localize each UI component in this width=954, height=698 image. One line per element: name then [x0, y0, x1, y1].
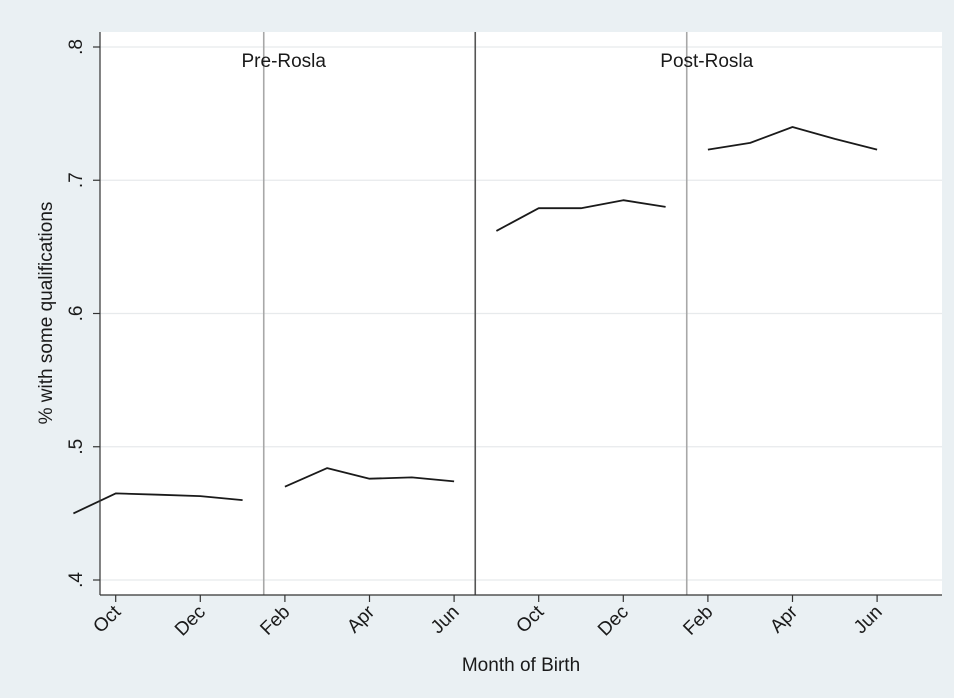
y-tick-label: .8: [66, 39, 87, 55]
grid-layer: [100, 46, 942, 581]
divider-layer: [262, 32, 688, 595]
panel-label-layer: Pre-Rosla Post-Rosla: [242, 51, 754, 72]
panel-label: Post-Rosla: [660, 51, 753, 72]
panel-label: Pre-Rosla: [242, 51, 327, 72]
y-axis-label: % with some qualifications: [36, 202, 57, 425]
y-tick-label: .7: [66, 172, 87, 188]
series-line-1: [73, 492, 243, 515]
y-tick-label: .4: [66, 572, 87, 588]
y-tick-label: .5: [66, 439, 87, 455]
x-axis-label: Month of Birth: [462, 655, 580, 676]
y-tick-label: .6: [66, 306, 87, 322]
y-tick-layer: .4 .5 .6 .7 .8: [66, 39, 100, 588]
series-layer: [73, 126, 878, 515]
series-line-3: [495, 199, 666, 232]
series-line-4: [707, 126, 878, 151]
series-line-2: [284, 467, 455, 488]
